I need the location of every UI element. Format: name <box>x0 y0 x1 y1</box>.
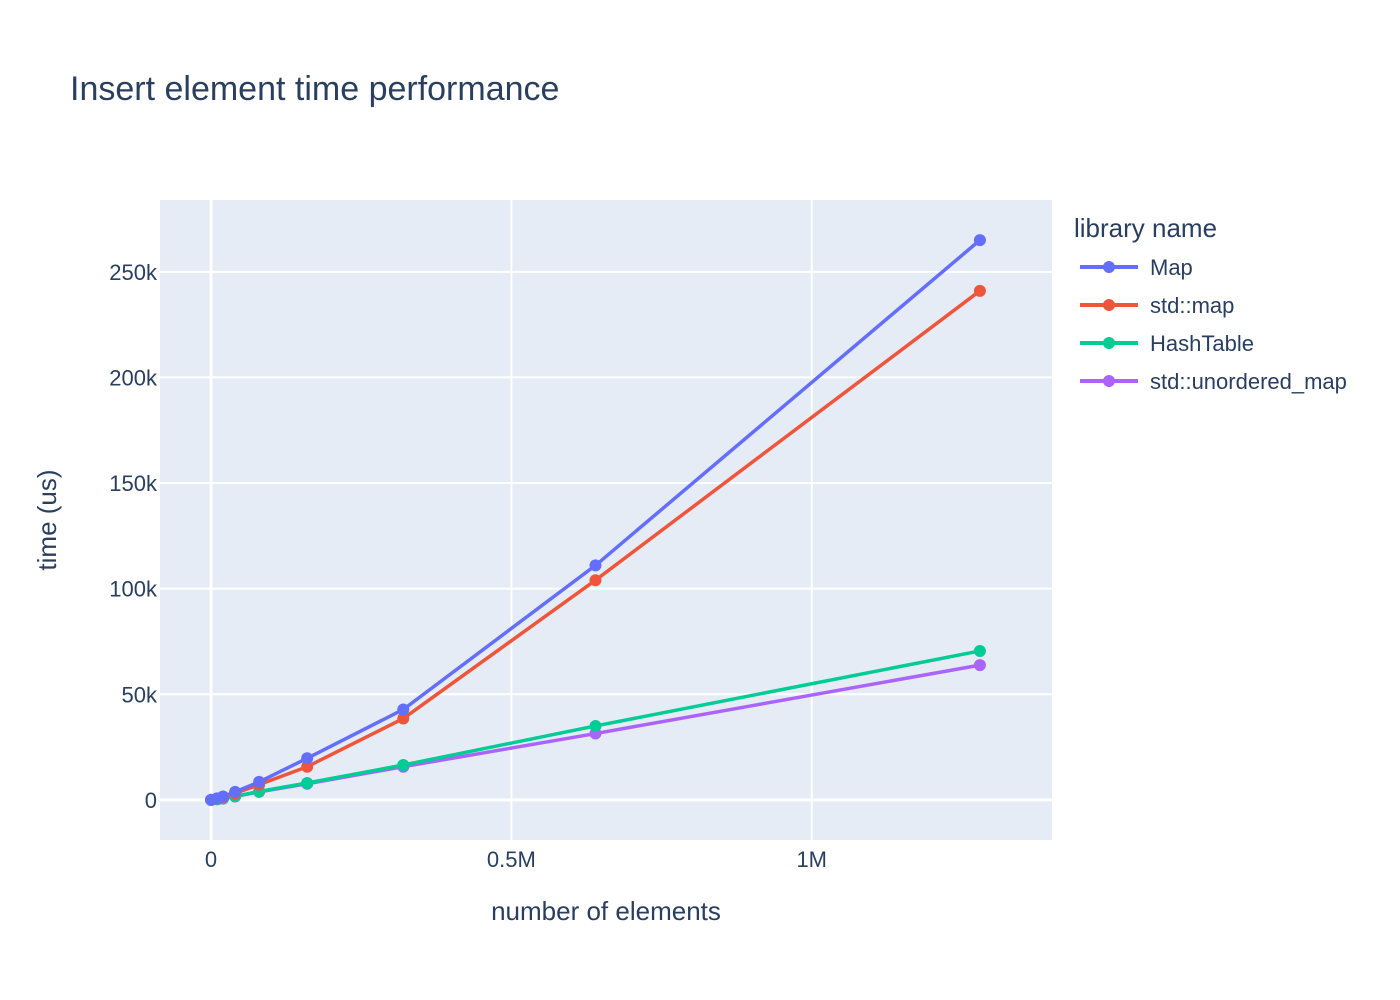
data-point <box>973 659 986 672</box>
legend-title: library name <box>1074 213 1217 243</box>
data-point <box>973 284 986 297</box>
data-point <box>973 234 986 247</box>
data-point <box>301 760 314 773</box>
legend-item[interactable]: std::map <box>1080 293 1234 318</box>
y-tick-label-0: 0 <box>145 788 157 813</box>
y-tick-label-1: 50k <box>122 682 158 707</box>
x-tick-label-2: 1M <box>796 847 827 872</box>
legend-item[interactable]: HashTable <box>1080 331 1254 356</box>
data-point <box>253 775 266 788</box>
data-point <box>397 712 410 725</box>
series-layer <box>205 234 986 806</box>
y-tick-label-4: 200k <box>109 365 158 390</box>
legend-item[interactable]: std::unordered_map <box>1080 369 1347 394</box>
y-tick-label-5: 250k <box>109 260 158 285</box>
legend-item[interactable]: Map <box>1080 255 1193 280</box>
data-point <box>973 644 986 657</box>
y-tick-label-2: 100k <box>109 577 158 602</box>
x-axis-title: number of elements <box>491 896 721 926</box>
x-tick-label-1: 0.5M <box>487 847 536 872</box>
legend: library name Mapstd::mapHashTablestd::un… <box>1074 213 1347 394</box>
grid <box>160 200 1052 840</box>
legend-label: std::map <box>1150 293 1234 318</box>
legend-label: Map <box>1150 255 1193 280</box>
data-point <box>589 559 602 572</box>
legend-label: std::unordered_map <box>1150 369 1347 394</box>
data-point <box>397 759 410 772</box>
legend-label: HashTable <box>1150 331 1254 356</box>
y-axis-title: time (us) <box>32 469 62 570</box>
x-tick-label-0: 0 <box>205 847 217 872</box>
data-point <box>229 785 242 798</box>
chart-title: Insert element time performance <box>70 70 559 108</box>
data-point <box>217 790 230 803</box>
legend-marker <box>1103 375 1115 387</box>
data-point <box>589 574 602 587</box>
data-point <box>301 776 314 789</box>
plot-background <box>160 200 1052 840</box>
legend-marker <box>1103 337 1115 349</box>
legend-marker <box>1103 299 1115 311</box>
series-map <box>205 234 986 806</box>
y-tick-label-3: 150k <box>109 471 158 496</box>
data-point <box>301 752 314 765</box>
data-point <box>589 719 602 732</box>
data-point <box>397 703 410 716</box>
legend-marker <box>1103 261 1115 273</box>
tick-labels: 0 50k 100k 150k 200k 250k 0 0.5M 1M <box>109 260 827 872</box>
